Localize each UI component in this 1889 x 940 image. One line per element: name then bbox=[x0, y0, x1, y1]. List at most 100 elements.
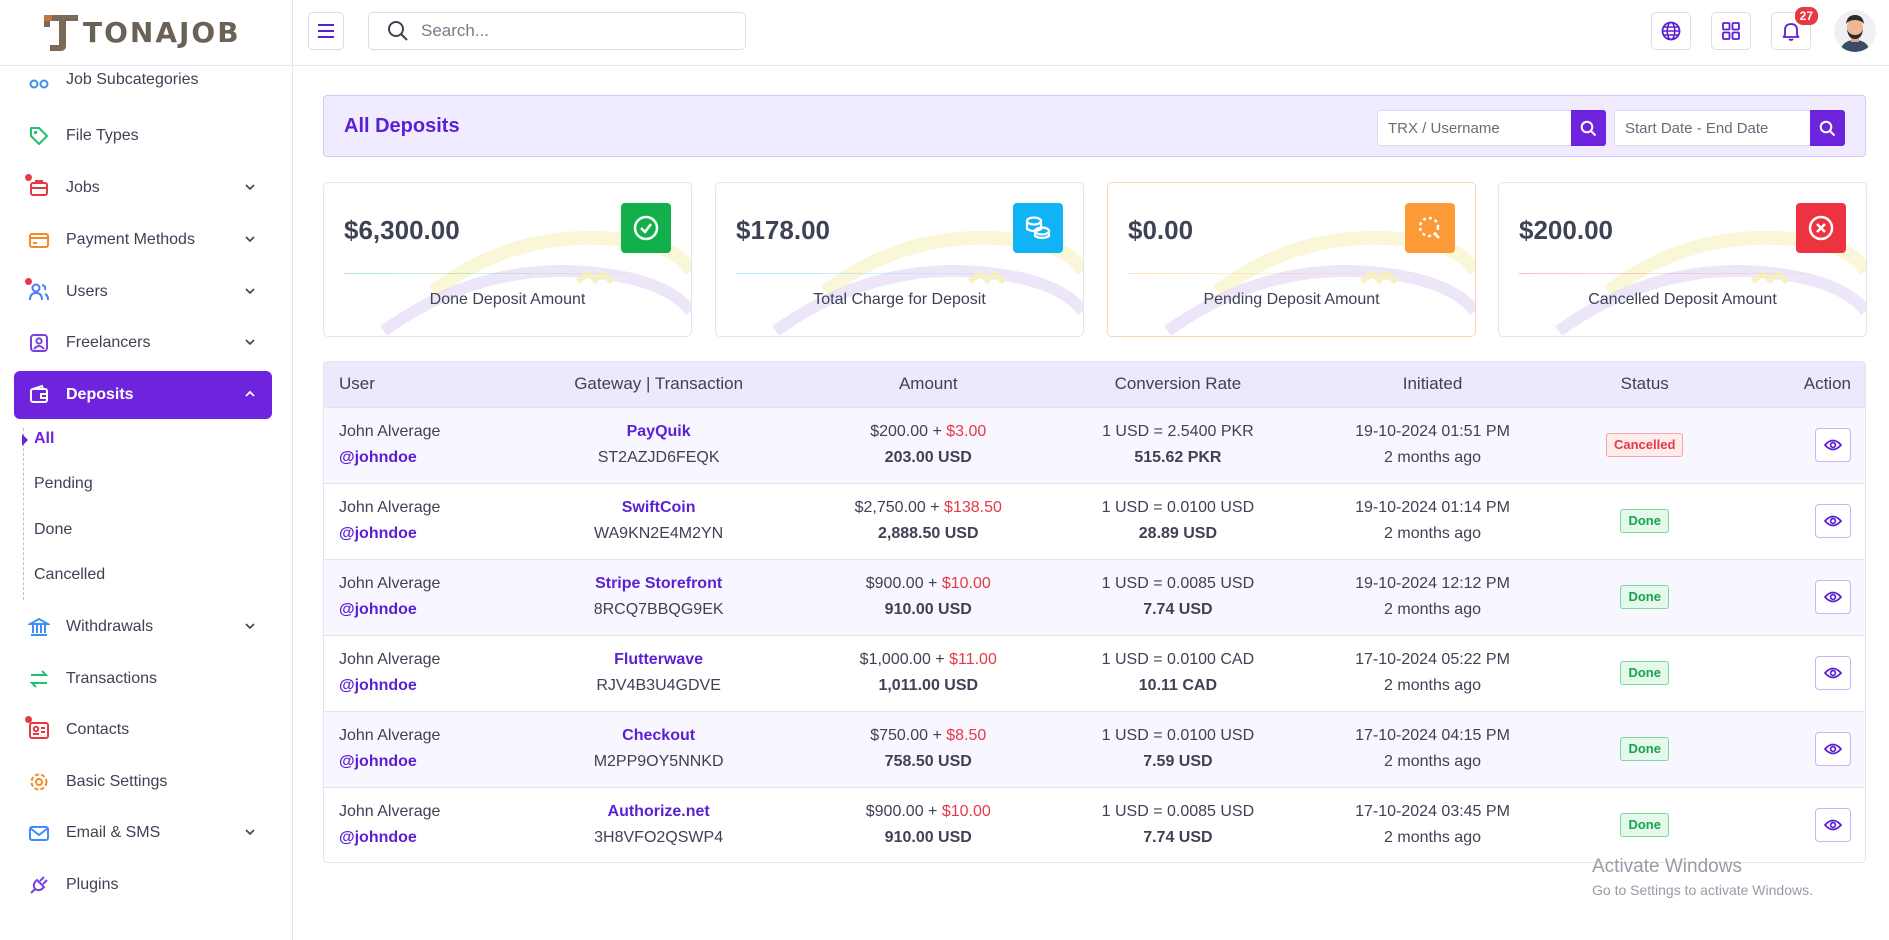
view-details-button[interactable] bbox=[1815, 504, 1851, 538]
initiated-ago: 2 months ago bbox=[1384, 677, 1481, 694]
bank-icon bbox=[28, 616, 50, 638]
sidebar-item-plugins[interactable]: Plugins bbox=[14, 861, 272, 909]
submenu-item-pending[interactable]: Pending bbox=[34, 475, 93, 492]
view-details-button[interactable] bbox=[1815, 580, 1851, 614]
windows-activation-watermark: Activate Windows Go to Settings to activ… bbox=[1592, 856, 1813, 898]
sidebar-item-deposits[interactable]: Deposits bbox=[14, 371, 272, 419]
submenu-item-done[interactable]: Done bbox=[34, 521, 73, 538]
table-header-row: User Gateway | Transaction Amount Conver… bbox=[324, 362, 1865, 407]
amount-plus: + bbox=[925, 499, 945, 516]
sidebar-item-transactions[interactable]: Transactions bbox=[14, 655, 272, 703]
initiated-ago: 2 months ago bbox=[1384, 449, 1481, 466]
user-handle-link[interactable]: @johndoe bbox=[339, 525, 417, 542]
gateway-cell: Stripe Storefront 8RCQ7BBQG9EK bbox=[504, 559, 814, 635]
amount-plus: + bbox=[928, 423, 947, 440]
search-box[interactable] bbox=[368, 12, 746, 50]
initiated-ago: 2 months ago bbox=[1384, 525, 1481, 542]
amount-total: 2,888.50 USD bbox=[878, 525, 979, 542]
stat-card-cancelled: $200.00 Cancelled Deposit Amount bbox=[1498, 182, 1867, 337]
user-cell: John Alverage @johndoe bbox=[324, 787, 504, 862]
card-amount: $200.00 bbox=[1519, 215, 1613, 245]
wallet-icon bbox=[28, 384, 50, 406]
card-decoration bbox=[1555, 230, 1866, 336]
view-details-button[interactable] bbox=[1815, 656, 1851, 690]
status-cell: Done bbox=[1552, 635, 1737, 711]
amount-total: 910.00 USD bbox=[884, 601, 972, 618]
sidebar-item-freelancers[interactable]: Freelancers bbox=[14, 319, 272, 367]
search-input[interactable] bbox=[421, 21, 721, 41]
trx-username-input[interactable] bbox=[1377, 110, 1571, 146]
amount-cell: $750.00 + $8.50 758.50 USD bbox=[813, 711, 1043, 787]
tag-icon bbox=[28, 125, 50, 147]
table-row: John Alverage @johndoe Stripe Storefront 8R… bbox=[324, 559, 1865, 635]
table-row: John Alverage @johndoe Checkout M2PP9OY5NNK… bbox=[324, 711, 1865, 787]
card-amount: $178.00 bbox=[736, 215, 830, 245]
user-handle-link[interactable]: @johndoe bbox=[339, 449, 417, 466]
sidebar-item-payment-methods[interactable]: Payment Methods bbox=[14, 216, 272, 264]
chevron-up-icon bbox=[245, 390, 255, 397]
amount-total: 758.50 USD bbox=[884, 753, 972, 770]
initiated-date: 19-10-2024 01:14 PM bbox=[1355, 499, 1510, 516]
date-search-button[interactable] bbox=[1810, 110, 1845, 146]
notifications-button[interactable]: 27 bbox=[1771, 7, 1818, 50]
language-button[interactable] bbox=[1651, 12, 1691, 50]
user-handle-link[interactable]: @johndoe bbox=[339, 829, 417, 847]
stat-card-done: $6,300.00 Done Deposit Amount bbox=[323, 182, 692, 337]
user-name: John Alverage bbox=[339, 423, 441, 440]
gateway-cell: Checkout M2PP9OY5NNKD bbox=[504, 711, 814, 787]
avatar[interactable] bbox=[1834, 10, 1876, 52]
card-decoration bbox=[380, 230, 691, 336]
sidebar-item-contacts[interactable]: Contacts bbox=[14, 706, 272, 754]
eye-icon bbox=[1824, 743, 1842, 755]
table-body: John Alverage @johndoe PayQuik ST2AZJD6FEQK… bbox=[324, 407, 1865, 862]
view-details-button[interactable] bbox=[1815, 808, 1851, 843]
col-header-user: User bbox=[339, 374, 375, 394]
user-handle-link[interactable]: @johndoe bbox=[339, 753, 417, 770]
menu-toggle-button[interactable] bbox=[308, 12, 344, 50]
sidebar-item-file-types[interactable]: File Types bbox=[14, 112, 272, 160]
status-badge: Done bbox=[1620, 661, 1669, 685]
sidebar-item-jobs[interactable]: Jobs bbox=[14, 164, 272, 212]
col-header-status: Status bbox=[1620, 374, 1669, 394]
brand-logo[interactable]: TONAJOB bbox=[42, 10, 241, 54]
initiated-date: 17-10-2024 05:22 PM bbox=[1355, 651, 1510, 668]
briefcase-icon bbox=[25, 174, 50, 199]
sidebar-item-basic-settings[interactable]: Basic Settings bbox=[14, 758, 272, 806]
gateway-name: PayQuik bbox=[626, 423, 691, 440]
date-range-input[interactable] bbox=[1614, 110, 1810, 146]
status-cell: Done bbox=[1552, 711, 1737, 787]
apps-grid-button[interactable] bbox=[1711, 12, 1751, 50]
trx-search-button[interactable] bbox=[1571, 110, 1606, 146]
user-handle-link[interactable]: @johndoe bbox=[339, 677, 417, 694]
envelope-icon bbox=[28, 822, 50, 844]
col-header-initiated: Initiated bbox=[1402, 374, 1463, 394]
submenu-item-cancelled[interactable]: Cancelled bbox=[34, 566, 106, 583]
eye-icon bbox=[1824, 439, 1842, 451]
sidebar-item-job-subcategories[interactable]: Job Subcategories bbox=[14, 56, 272, 104]
user-handle-link[interactable]: @johndoe bbox=[339, 601, 417, 618]
chevron-down-icon bbox=[245, 623, 255, 630]
exchange-icon bbox=[28, 668, 50, 690]
search-icon bbox=[388, 21, 408, 41]
conversion-rate: 1 USD = 0.0100 CAD bbox=[1101, 651, 1255, 668]
sidebar-item-email-sms[interactable]: Email & SMS bbox=[14, 809, 272, 857]
col-header-action: Action bbox=[1803, 374, 1851, 394]
hamburger-icon bbox=[318, 24, 334, 38]
amount-value: $900.00 bbox=[865, 575, 924, 592]
view-details-button[interactable] bbox=[1815, 732, 1851, 766]
card-label: Pending Deposit Amount bbox=[1203, 291, 1380, 308]
charge-value: $10.00 bbox=[941, 575, 991, 592]
spinner-icon bbox=[1405, 203, 1455, 253]
trx-filter bbox=[1377, 110, 1606, 146]
alert-dot bbox=[25, 716, 32, 723]
submenu-item-all[interactable]: All bbox=[34, 430, 55, 447]
initiated-date: 17-10-2024 04:15 PM bbox=[1355, 727, 1510, 744]
sidebar-item-users[interactable]: Users bbox=[14, 268, 272, 316]
card-label: Cancelled Deposit Amount bbox=[1588, 291, 1777, 308]
sidebar-item-label: Basic Settings bbox=[66, 773, 168, 790]
x-circle-icon bbox=[1796, 203, 1846, 253]
conversion-rate: 1 USD = 0.0085 USD bbox=[1101, 575, 1255, 592]
view-details-button[interactable] bbox=[1815, 428, 1851, 462]
sidebar-item-withdrawals[interactable]: Withdrawals bbox=[14, 603, 272, 651]
initiated-date: 17-10-2024 03:45 PM bbox=[1355, 803, 1510, 821]
